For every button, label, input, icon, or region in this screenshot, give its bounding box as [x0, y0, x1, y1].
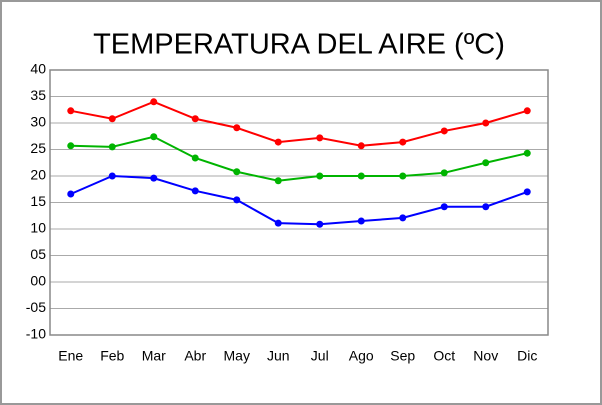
data-point [357, 172, 365, 180]
data-point [150, 98, 158, 106]
y-tick-label: 00 [30, 273, 46, 289]
data-point [440, 169, 448, 177]
data-point [233, 124, 241, 132]
data-point [523, 188, 531, 196]
y-tick-label: 15 [30, 193, 46, 209]
series-line [70, 100, 528, 147]
data-point [399, 138, 407, 146]
data-point [482, 119, 490, 127]
y-tick-label: 20 [30, 167, 46, 183]
data-point [108, 115, 116, 123]
data-point [523, 149, 531, 157]
x-tick-label: Jul [311, 348, 329, 364]
y-tick-label: 30 [30, 114, 46, 130]
chart-title: TEMPERATURA DEL AIRE (ºC) [93, 29, 505, 61]
data-point [191, 187, 199, 195]
x-tick-label: Nov [473, 348, 498, 364]
x-tick-label: Oct [433, 348, 455, 364]
data-point [150, 174, 158, 182]
x-tick-label: Ene [58, 348, 83, 364]
data-point [357, 142, 365, 150]
x-tick-label: Ago [349, 348, 374, 364]
data-point [233, 168, 241, 176]
data-point [67, 190, 75, 198]
data-point [399, 172, 407, 180]
plot-border [49, 69, 549, 336]
y-tick-label: 10 [30, 220, 46, 236]
x-tick-label: Feb [100, 348, 124, 364]
y-tick-label: 25 [30, 140, 46, 156]
y-tick-label: -10 [26, 326, 46, 342]
series-line [70, 135, 528, 182]
data-point [67, 142, 75, 150]
data-point [108, 172, 116, 180]
x-tick-label: Jun [267, 348, 290, 364]
series-line [70, 174, 528, 226]
data-point [482, 203, 490, 211]
data-point [399, 214, 407, 222]
y-tick-label: 35 [30, 87, 46, 103]
x-tick-label: Dic [517, 348, 537, 364]
x-tick-label: Sep [390, 348, 415, 364]
data-point [316, 134, 324, 142]
data-point [108, 143, 116, 151]
data-point [357, 217, 365, 225]
data-point [274, 138, 282, 146]
x-tick-label: May [224, 348, 250, 364]
data-point [316, 172, 324, 180]
data-point [440, 127, 448, 135]
x-tick-label: Abr [184, 348, 206, 364]
data-point [523, 107, 531, 115]
data-point [440, 203, 448, 211]
data-point [67, 107, 75, 115]
x-tick-label: Mar [142, 348, 166, 364]
data-point [274, 177, 282, 185]
data-point [191, 115, 199, 123]
data-point [482, 159, 490, 167]
data-point [233, 196, 241, 204]
data-point [316, 220, 324, 228]
data-point [191, 154, 199, 162]
y-tick-label: 05 [30, 246, 46, 262]
y-tick-label: 40 [30, 61, 46, 77]
data-point [274, 219, 282, 227]
data-point [150, 133, 158, 141]
y-tick-label: -05 [26, 299, 46, 315]
